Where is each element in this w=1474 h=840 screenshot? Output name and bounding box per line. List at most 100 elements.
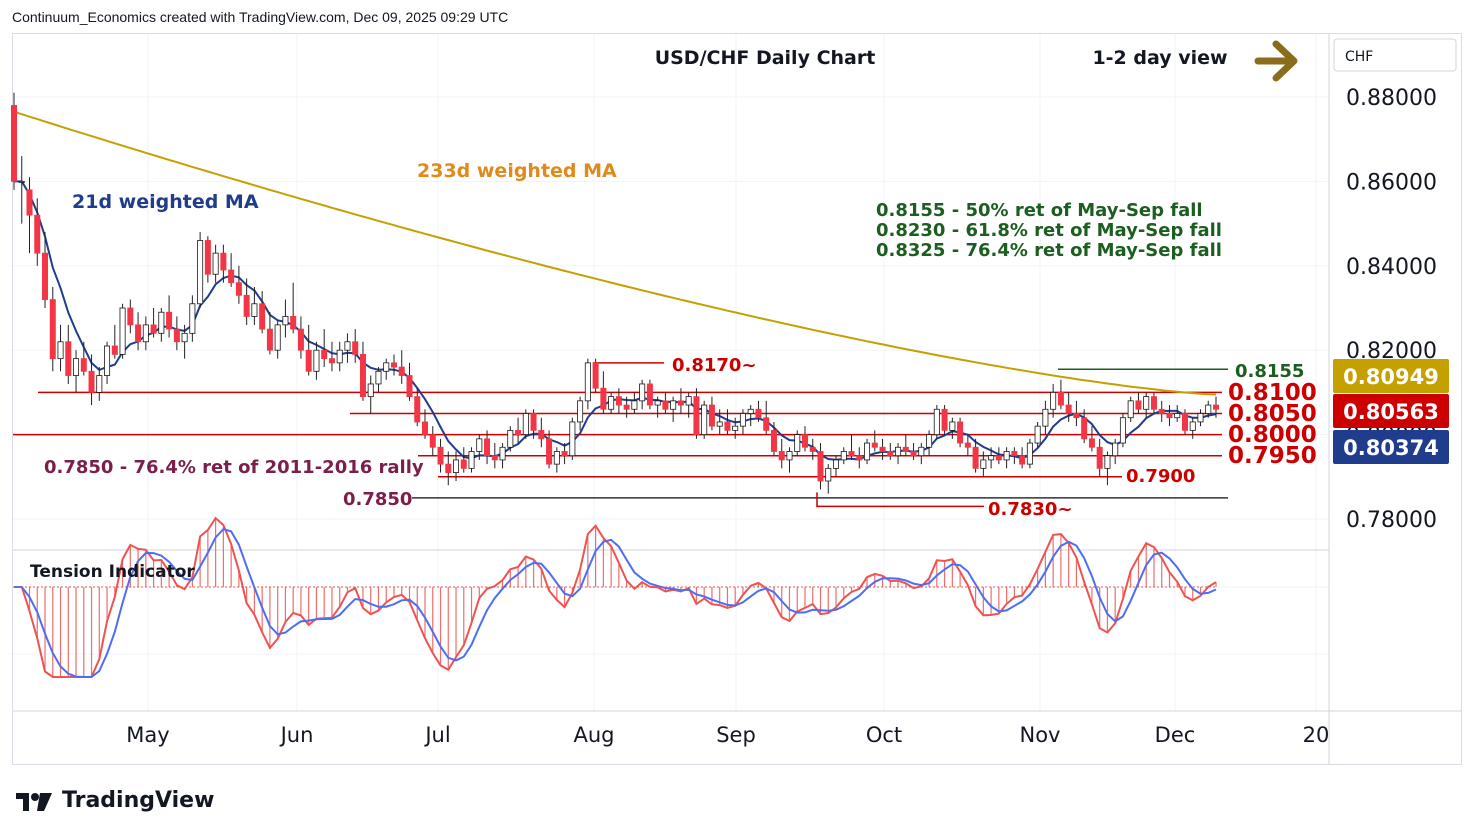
candle-body xyxy=(879,446,886,452)
retracement-618: 0.8230 - 61.8% ret of May-Sep fall xyxy=(876,220,1222,241)
candle-body xyxy=(786,451,793,461)
tension-line xyxy=(14,516,1217,678)
candle-body xyxy=(646,383,653,406)
ma21-line xyxy=(14,180,1217,461)
candle-body xyxy=(732,425,739,431)
candle-body xyxy=(1019,455,1026,465)
candle-body xyxy=(1181,413,1188,431)
candle-body xyxy=(1042,408,1049,427)
candle-body xyxy=(88,370,95,393)
candle-body xyxy=(119,307,126,355)
candle-body xyxy=(422,421,429,436)
candle-body xyxy=(864,442,871,461)
candle-body xyxy=(592,362,599,389)
price-axis-tick: 0.84000 xyxy=(1346,255,1437,280)
indicator-title: Tension Indicator xyxy=(30,562,195,582)
candle-body xyxy=(73,358,80,376)
candle-body xyxy=(499,446,506,461)
candle-body xyxy=(359,354,366,398)
candle-body xyxy=(1127,400,1134,419)
candle-body xyxy=(468,451,475,469)
chart-title: USD/CHF Daily Chart xyxy=(655,47,876,69)
candle-body xyxy=(833,459,840,469)
candle-body xyxy=(1112,442,1119,457)
candle-body xyxy=(1166,413,1173,419)
candle-body xyxy=(80,358,87,372)
candle-body xyxy=(662,400,669,410)
candle-body xyxy=(763,417,770,431)
candle-body xyxy=(375,370,382,385)
candle-body xyxy=(367,383,374,398)
candle-body xyxy=(135,324,142,343)
candle-body xyxy=(197,240,204,305)
candle-body xyxy=(980,459,987,469)
candle-body xyxy=(1073,413,1080,419)
candle-body xyxy=(995,455,1002,461)
ma233-price-tag: 0.80949 xyxy=(1333,359,1449,393)
candle-body xyxy=(321,349,328,360)
chart-header: Continuum_Economics created with Trading… xyxy=(12,9,509,25)
candle-body xyxy=(569,421,576,457)
candle-body xyxy=(406,375,413,398)
candle-body xyxy=(701,404,708,435)
candle-body xyxy=(313,349,320,372)
time-axis-tick: Oct xyxy=(866,723,902,747)
candle-body xyxy=(1065,404,1072,414)
price-axis-tick: 0.86000 xyxy=(1346,170,1437,195)
candle-body xyxy=(1174,413,1181,419)
candle-body xyxy=(305,349,312,372)
candle-body xyxy=(964,442,971,448)
candle-body xyxy=(150,324,157,334)
candle-body xyxy=(259,303,266,330)
candle-body xyxy=(639,383,646,402)
candle-body xyxy=(1034,425,1041,444)
candle-body xyxy=(484,438,491,457)
tension-indicator-series xyxy=(13,516,1217,678)
candle-body xyxy=(204,240,211,275)
tradingview-logo[interactable]: TradingView xyxy=(14,788,214,813)
candle-body xyxy=(1104,455,1111,469)
level-label-7950: 0.7950 xyxy=(1228,443,1317,469)
candle-body xyxy=(770,429,777,452)
candle-body xyxy=(297,328,304,351)
candle-body xyxy=(546,438,553,465)
ma233-price-text: 0.80949 xyxy=(1343,365,1439,389)
candle-body xyxy=(801,434,808,448)
price-axis-tick: 0.88000 xyxy=(1346,86,1437,111)
candle-body xyxy=(1197,413,1204,423)
candle-body xyxy=(49,299,56,360)
candle-body xyxy=(623,404,630,410)
candle-body xyxy=(1011,451,1018,457)
time-axis-tick: May xyxy=(126,723,169,747)
time-axis-tick: Aug xyxy=(573,723,614,747)
candle-body xyxy=(856,455,863,461)
candle-body xyxy=(251,303,258,317)
candle-body xyxy=(26,189,33,216)
level-line-7830 xyxy=(816,492,984,508)
candle-body xyxy=(181,332,188,343)
time-axis: May Jun Jul Aug Sep Oct Nov Dec 20 xyxy=(126,723,1329,747)
ma233-line xyxy=(13,110,1217,396)
time-axis-tick: Dec xyxy=(1155,723,1196,747)
candle-body xyxy=(453,459,460,473)
candle-body xyxy=(414,396,421,423)
time-axis-tick: Sep xyxy=(716,723,756,747)
last-price-text: 0.80563 xyxy=(1343,400,1439,424)
level-line-8170 xyxy=(593,362,664,381)
candle-body xyxy=(189,303,196,334)
candle-body xyxy=(817,451,824,482)
candle-body xyxy=(739,413,746,427)
candle-body xyxy=(778,451,785,461)
candle-body xyxy=(336,349,343,364)
time-axis-tick: 20 xyxy=(1303,723,1330,747)
chart-frame xyxy=(12,33,1462,765)
price-axis-tick: 0.78000 xyxy=(1346,508,1437,533)
candle-body xyxy=(1150,396,1157,410)
tension-signal-line xyxy=(14,527,1217,678)
candle-body xyxy=(243,294,250,317)
candle-body xyxy=(445,463,452,473)
candle-body xyxy=(522,413,529,436)
candle-body xyxy=(1143,396,1150,410)
candle-body xyxy=(887,451,894,457)
